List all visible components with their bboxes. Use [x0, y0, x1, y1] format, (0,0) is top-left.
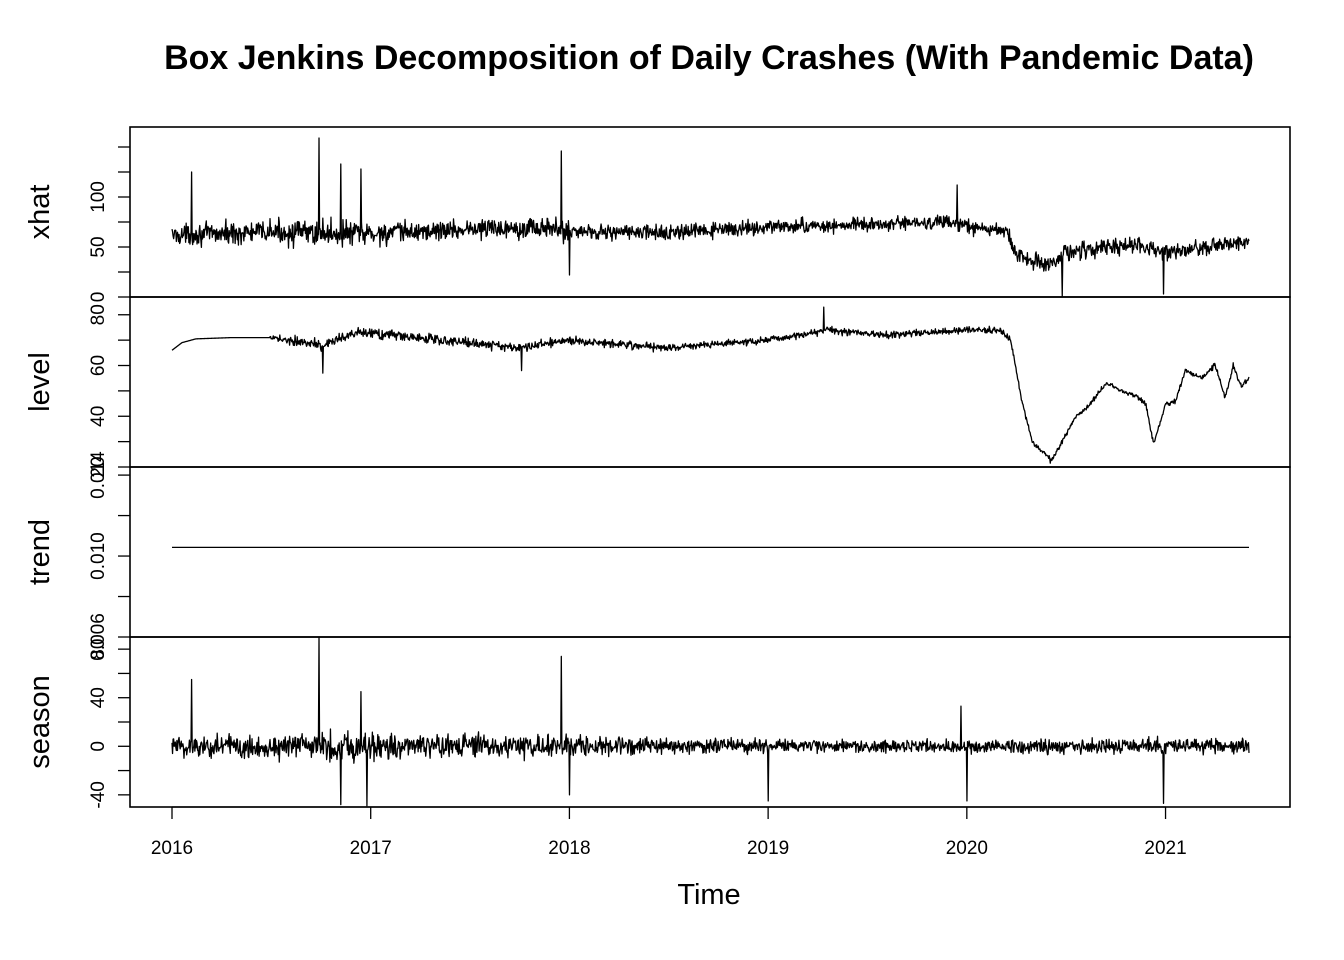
- y-tick-label: 50: [88, 236, 109, 257]
- y-tick-label: 0.006: [88, 613, 109, 661]
- y-tick-label: 0: [88, 741, 109, 752]
- series-line-xhat: [171, 137, 1250, 297]
- x-axis-label: Time: [677, 879, 740, 911]
- y-tick-label: 0.014: [88, 451, 109, 499]
- x-axis: 2016 2017 2018 2019 2020 2021: [151, 806, 1187, 859]
- panel-frame: [129, 126, 1291, 298]
- y-tick-label: 20: [88, 456, 109, 477]
- y-tick-label: 60: [88, 355, 109, 376]
- chart-title: Box Jenkins Decomposition of Daily Crash…: [164, 39, 1254, 77]
- x-tick-label: 2016: [151, 838, 193, 859]
- y-tick-label: 0.010: [88, 532, 109, 580]
- x-tick-label: 2018: [548, 838, 590, 859]
- panel-level: 20 40 60 80 level: [24, 296, 1291, 478]
- y-axis-label-level: level: [24, 352, 56, 412]
- x-tick-label: 2021: [1144, 838, 1186, 859]
- panel-trend: 0.006 0.010 0.014 trend: [24, 451, 1291, 661]
- panel-season: -40 0 40 80 season: [24, 636, 1291, 809]
- y-axis-label-xhat: xhat: [24, 185, 56, 240]
- y-tick-label: 80: [88, 639, 109, 660]
- x-tick-label: 2017: [350, 838, 392, 859]
- x-tick-label: 2019: [747, 838, 789, 859]
- series-line-level: [171, 306, 1250, 464]
- y-axis-label-season: season: [24, 675, 56, 769]
- panel-frame: [129, 636, 1291, 808]
- panels-group: 0 50 100 xhat 20 40 60 80 level 0.006 0.010 0.014 tr…: [24, 126, 1291, 809]
- series-line-season: [171, 636, 1250, 807]
- y-tick-label: -40: [88, 781, 109, 808]
- y-tick-label: 100: [88, 181, 109, 213]
- y-tick-label: 0: [88, 292, 109, 303]
- y-axis-label-trend: trend: [24, 519, 56, 585]
- y-tick-label: 40: [88, 687, 109, 708]
- y-tick-label: 40: [88, 406, 109, 427]
- y-tick-label: 80: [88, 304, 109, 325]
- x-tick-label: 2020: [946, 838, 988, 859]
- panel-frame: [129, 296, 1291, 468]
- panel-xhat: 0 50 100 xhat: [24, 126, 1291, 303]
- panel-frame: [129, 466, 1291, 638]
